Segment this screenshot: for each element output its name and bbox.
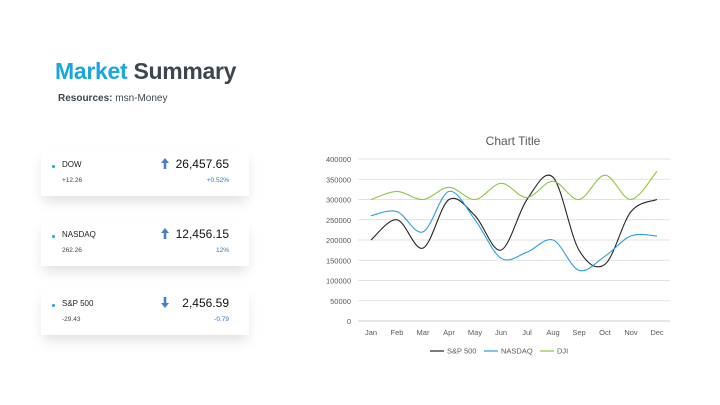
x-tick-label: Jan (365, 328, 377, 337)
resources-label: Resources: (58, 93, 113, 104)
market-card-nasdaq[interactable]: NASDAQ 262.26 12,456.15 12% (41, 220, 249, 266)
market-change: +12.26 (62, 177, 83, 184)
market-percent: +0.52% (206, 177, 229, 184)
x-tick-label: Dec (650, 328, 664, 337)
y-tick-label: 300000 (326, 196, 351, 205)
x-tick-label: Jun (495, 328, 507, 337)
grid-lines (358, 158, 670, 322)
page-title: Market Summary (55, 58, 236, 85)
x-axis-ticks: Jan Feb Mar Apr May Jun Jul Aug Sep Oct Nov Dec (365, 328, 664, 337)
market-value: 12,456.15 (175, 227, 229, 241)
market-name: DOW (62, 160, 82, 169)
x-tick-label: Jul (522, 328, 532, 337)
resources-value: msn-Money (115, 93, 168, 104)
market-percent: -0.79 (214, 316, 229, 323)
x-tick-label: Feb (391, 328, 404, 337)
y-axis-ticks: 0 50000 100000 150000 200000 250000 300000 3500… (326, 155, 351, 326)
y-tick-label: 350000 (326, 175, 351, 184)
market-name: NASDAQ (62, 230, 96, 239)
market-value: 2,456.59 (182, 296, 229, 310)
y-tick-label: 200000 (326, 236, 351, 245)
market-change: 262.26 (62, 247, 82, 254)
market-name: S&P 500 (62, 299, 94, 308)
x-tick-label: May (468, 328, 482, 337)
series-line-1 (370, 190, 658, 272)
series-line-2 (370, 170, 658, 201)
y-tick-label: 0 (347, 317, 351, 326)
market-change: -29.43 (62, 316, 81, 323)
bullet-dot (52, 304, 55, 307)
legend-label: S&P 500 (447, 347, 476, 356)
resources-line: Resources: msn-Money (58, 93, 168, 104)
bullet-dot (52, 165, 55, 168)
legend-label: DJI (557, 347, 568, 356)
market-card-sp500[interactable]: S&P 500 -29.43 2,456.59 -0.79 (41, 289, 249, 335)
y-tick-label: 400000 (326, 155, 351, 164)
title-word-market: Market (55, 58, 128, 84)
arrow-down-icon (161, 297, 169, 308)
x-tick-label: Sep (572, 328, 585, 337)
y-tick-label: 250000 (326, 216, 351, 225)
legend: S&P 500 NASDAQ DJI (430, 347, 568, 356)
chart-title: Chart Title (486, 134, 541, 148)
x-tick-label: Nov (624, 328, 638, 337)
x-tick-label: Apr (443, 328, 455, 337)
series-line-0 (370, 174, 658, 268)
bullet-dot (52, 235, 55, 238)
y-tick-label: 150000 (326, 256, 351, 265)
arrow-up-icon (161, 158, 169, 169)
y-tick-label: 100000 (326, 277, 351, 286)
x-tick-label: Oct (599, 328, 612, 337)
arrow-up-icon (161, 228, 169, 239)
x-tick-label: Mar (417, 328, 430, 337)
series-lines (370, 170, 658, 272)
market-value: 26,457.65 (175, 157, 229, 171)
x-tick-label: Aug (546, 328, 559, 337)
title-word-summary: Summary (133, 58, 237, 84)
legend-label: NASDAQ (501, 347, 533, 356)
y-tick-label: 50000 (330, 297, 351, 306)
market-percent: 12% (215, 247, 229, 254)
market-card-dow[interactable]: DOW +12.26 26,457.65 +0.52% (41, 150, 249, 196)
